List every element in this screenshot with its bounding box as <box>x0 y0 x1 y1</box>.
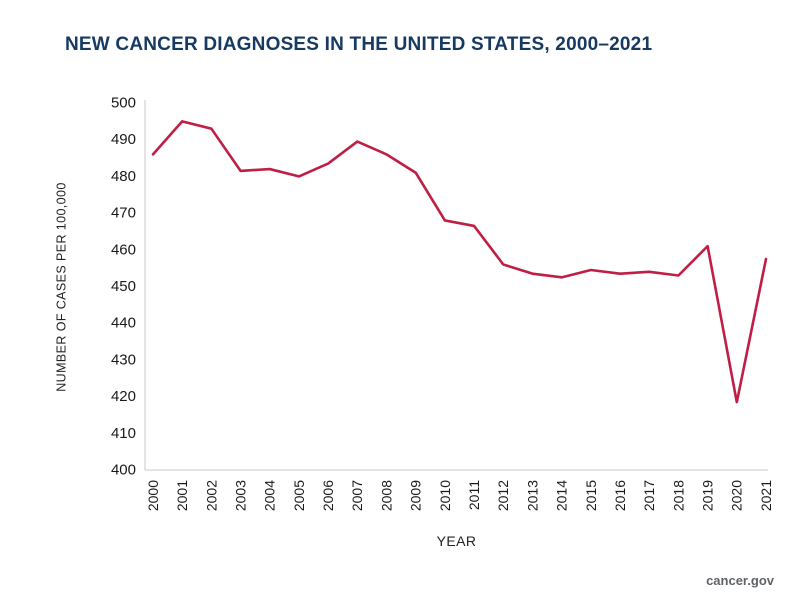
x-tick-label: 2021 <box>758 480 774 511</box>
y-tick-label: 440 <box>111 315 136 332</box>
x-tick-label: 2018 <box>670 480 686 511</box>
x-tick-label: 2008 <box>378 480 394 511</box>
y-tick-label: 490 <box>111 131 136 148</box>
y-tick-label: 420 <box>111 388 136 405</box>
x-tick-label: 2002 <box>203 480 219 511</box>
x-tick-label: 2007 <box>349 480 365 511</box>
x-tick-label: 2003 <box>232 480 248 511</box>
x-tick-label: 2014 <box>554 480 570 511</box>
x-axis-label: YEAR <box>436 533 477 549</box>
y-tick-label: 430 <box>111 351 136 368</box>
x-tick-label: 2001 <box>174 480 190 511</box>
x-tick-label: 2004 <box>262 480 278 511</box>
x-tick-label: 2020 <box>729 480 745 511</box>
x-tick-label: 2019 <box>700 480 716 511</box>
y-tick-label: 400 <box>111 462 136 479</box>
x-tick-label: 2011 <box>466 480 482 510</box>
y-tick-label: 460 <box>111 241 136 258</box>
x-tick-label: 2016 <box>612 480 628 511</box>
y-tick-label: 470 <box>111 205 136 222</box>
y-tick-label: 410 <box>111 425 136 442</box>
y-tick-label: 450 <box>111 278 136 295</box>
x-tick-label: 2009 <box>408 480 424 511</box>
x-tick-label: 2012 <box>495 480 511 511</box>
x-tick-label: 2005 <box>291 480 307 511</box>
page-title: NEW CANCER DIAGNOSES IN THE UNITED STATE… <box>65 34 653 55</box>
cancer-gov-logo: cancer.gov <box>706 573 774 588</box>
data-line-series <box>151 120 768 404</box>
x-tick-label: 2017 <box>641 480 657 511</box>
x-tick-label: 2006 <box>320 480 336 511</box>
x-tick-label: 2010 <box>437 480 453 511</box>
x-tick-label: 2000 <box>145 480 161 511</box>
x-tick-label: 2015 <box>583 480 599 511</box>
y-tick-label: 480 <box>111 168 136 185</box>
y-tick-label: 500 <box>111 95 136 112</box>
x-tick-label: 2013 <box>524 480 540 511</box>
